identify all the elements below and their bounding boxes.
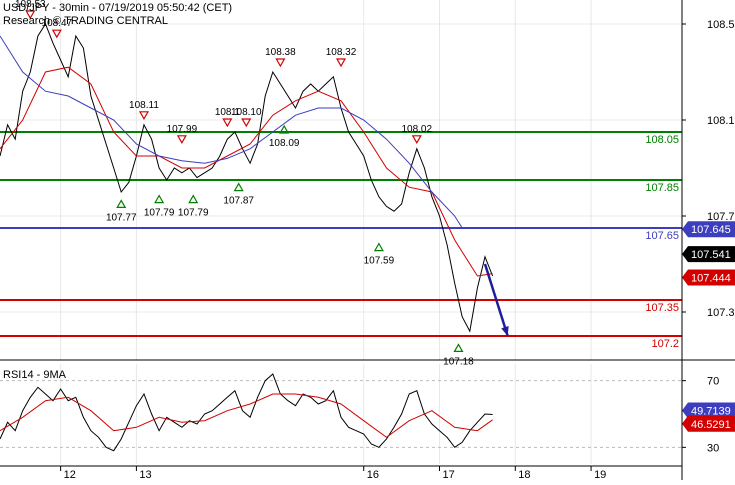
peak-label: 108.53 bbox=[15, 0, 46, 10]
peak-label: 108.10 bbox=[231, 107, 262, 118]
y-tick-label: 108.5 bbox=[707, 19, 735, 31]
trough-label: 107.18 bbox=[443, 356, 474, 367]
slow-ma-line bbox=[0, 35, 463, 229]
trough-label: 107.79 bbox=[144, 208, 175, 219]
trough-label: 107.77 bbox=[106, 212, 137, 223]
x-tick-label: 13 bbox=[139, 469, 151, 480]
peak-label: 108.02 bbox=[401, 124, 432, 135]
peak-marker bbox=[275, 58, 286, 68]
level-label: 108.05 bbox=[645, 134, 679, 146]
trough-marker bbox=[233, 182, 244, 192]
level-label: 107.2 bbox=[651, 338, 679, 350]
rsi-y-tick-label: 30 bbox=[707, 442, 719, 454]
peak-label: 108.47 bbox=[42, 18, 73, 29]
peak-label: 108.38 bbox=[265, 47, 296, 58]
trough-label: 107.79 bbox=[178, 208, 209, 219]
x-tick-label: 12 bbox=[64, 469, 76, 480]
trough-marker bbox=[154, 194, 165, 204]
chart-subtitle: Research © TRADING CENTRAL bbox=[3, 15, 168, 27]
trough-marker bbox=[453, 343, 464, 352]
fast-ma-line bbox=[0, 66, 493, 277]
peak-marker bbox=[222, 118, 233, 128]
price-line bbox=[0, 22, 494, 333]
trough-label: 107.87 bbox=[223, 196, 254, 207]
peak-marker bbox=[25, 10, 36, 20]
ma-value-tag bbox=[682, 269, 735, 286]
trough-marker bbox=[116, 199, 127, 208]
rsi-line bbox=[0, 373, 493, 452]
arrow-head bbox=[501, 326, 509, 336]
peak-label: 108.32 bbox=[326, 47, 357, 58]
rsi-value-label: 49.7139 bbox=[691, 405, 731, 417]
x-tick-label: 19 bbox=[594, 469, 606, 480]
rsi-title: RSI14 - 9MA bbox=[3, 369, 67, 381]
rsi-value-tag bbox=[682, 402, 735, 419]
peak-marker bbox=[176, 135, 187, 145]
pivot-value-tag bbox=[682, 221, 735, 238]
trough-marker bbox=[188, 194, 199, 204]
x-tick-label: 18 bbox=[518, 469, 530, 480]
rsi-ma-line bbox=[0, 393, 493, 438]
y-tick-label: 108.1 bbox=[707, 115, 735, 127]
y-tick-label: 107.7 bbox=[707, 211, 735, 223]
peak-label: 108.1 bbox=[215, 107, 240, 118]
rsi-panel: 30 70 49.7139 46.5291 bbox=[0, 364, 735, 464]
level-label: 107.65 bbox=[645, 230, 679, 242]
peak-marker bbox=[138, 111, 150, 121]
trough-marker bbox=[373, 242, 384, 252]
ma-value-label: 107.444 bbox=[691, 272, 731, 284]
projection-arrow bbox=[483, 263, 509, 337]
y-tick-label: 107.3 bbox=[707, 307, 735, 319]
peak-label: 107.99 bbox=[167, 124, 198, 135]
peak-label: 108.11 bbox=[129, 100, 159, 111]
trough-label: 108.09 bbox=[269, 138, 300, 149]
rsi-y-tick-label: 70 bbox=[707, 376, 719, 388]
trough-label: 107.59 bbox=[364, 256, 395, 267]
peak-marker bbox=[241, 118, 252, 128]
peak-marker bbox=[51, 29, 62, 39]
rsi-value-tag bbox=[682, 415, 735, 432]
level-label: 107.35 bbox=[645, 302, 679, 314]
current-price-tag bbox=[682, 246, 735, 263]
x-tick-label: 16 bbox=[367, 469, 379, 480]
price-panel: 107.3 107.7 108.1 108.5 108.05 107.85 107.65 10… bbox=[0, 0, 735, 367]
rsi-value-label: 46.5291 bbox=[691, 419, 731, 431]
peak-marker bbox=[411, 135, 422, 145]
current-price-label: 107.541 bbox=[691, 249, 731, 261]
trough-marker bbox=[279, 124, 290, 134]
chart-title: USD/JPY - 30min - 07/19/2019 05:50:42 (C… bbox=[3, 2, 232, 14]
level-label: 107.85 bbox=[645, 182, 679, 194]
pivot-value-label: 107.645 bbox=[691, 224, 731, 236]
x-tick-label: 17 bbox=[443, 469, 455, 480]
peak-marker bbox=[335, 58, 347, 68]
